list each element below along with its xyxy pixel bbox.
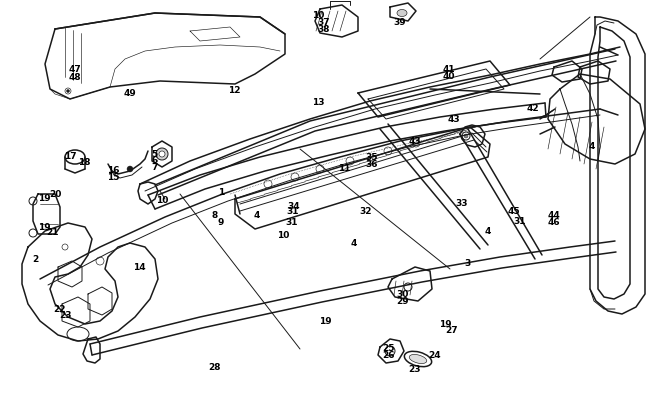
Text: 35: 35 — [365, 153, 378, 162]
Text: 13: 13 — [312, 98, 325, 107]
Text: 43: 43 — [447, 115, 460, 124]
Text: 24: 24 — [428, 350, 441, 359]
Text: 43: 43 — [408, 136, 421, 145]
Circle shape — [29, 198, 37, 205]
Circle shape — [462, 133, 470, 141]
Text: 33: 33 — [455, 198, 468, 207]
Text: 31: 31 — [514, 216, 526, 225]
Text: 7: 7 — [151, 162, 158, 171]
Text: 39: 39 — [393, 18, 406, 27]
Text: 8: 8 — [211, 210, 218, 219]
Ellipse shape — [67, 327, 89, 341]
Text: 49: 49 — [124, 89, 136, 98]
Text: 40: 40 — [442, 72, 455, 81]
Text: 22: 22 — [53, 304, 66, 313]
Text: 41: 41 — [442, 64, 455, 73]
Ellipse shape — [410, 355, 427, 364]
Text: 21: 21 — [46, 227, 58, 236]
Text: 6: 6 — [151, 156, 158, 165]
Text: 9: 9 — [218, 217, 224, 226]
Text: 4: 4 — [484, 226, 491, 235]
Text: 31: 31 — [286, 207, 299, 216]
Circle shape — [264, 181, 272, 189]
Circle shape — [96, 257, 104, 265]
Text: 38: 38 — [317, 25, 330, 34]
Text: 23: 23 — [58, 311, 72, 320]
Circle shape — [66, 90, 70, 93]
Ellipse shape — [404, 352, 432, 367]
Text: 25: 25 — [382, 343, 395, 352]
Circle shape — [384, 148, 392, 156]
Text: 10: 10 — [156, 196, 169, 205]
Circle shape — [159, 151, 165, 158]
Text: 15: 15 — [107, 173, 120, 182]
Text: 17: 17 — [64, 151, 77, 160]
Circle shape — [412, 140, 420, 148]
Circle shape — [346, 158, 354, 166]
Text: 37: 37 — [317, 18, 330, 27]
Text: 45: 45 — [507, 206, 520, 215]
Text: 3: 3 — [465, 259, 471, 268]
Text: 32: 32 — [359, 207, 372, 216]
Ellipse shape — [65, 151, 85, 164]
Text: 42: 42 — [526, 104, 539, 113]
Text: 10: 10 — [312, 11, 325, 20]
Text: 28: 28 — [208, 362, 221, 371]
Circle shape — [316, 166, 324, 174]
Text: 20: 20 — [49, 189, 62, 198]
Text: 19: 19 — [318, 316, 332, 325]
Text: 2: 2 — [32, 255, 39, 264]
Text: 1: 1 — [218, 188, 224, 197]
Circle shape — [29, 230, 37, 237]
Text: 19: 19 — [38, 194, 51, 203]
Text: 34: 34 — [287, 201, 300, 210]
Text: 19: 19 — [439, 320, 452, 328]
Circle shape — [464, 135, 468, 139]
Text: 48: 48 — [68, 72, 81, 81]
Text: 30: 30 — [396, 290, 410, 298]
Text: 23: 23 — [408, 364, 421, 373]
Circle shape — [65, 89, 71, 95]
Text: 29: 29 — [396, 296, 410, 305]
Circle shape — [404, 284, 412, 291]
Text: 19: 19 — [38, 222, 51, 231]
Text: 4: 4 — [254, 210, 260, 219]
Text: 31: 31 — [285, 217, 298, 226]
Text: 10: 10 — [276, 230, 289, 239]
Ellipse shape — [397, 11, 407, 17]
Text: 14: 14 — [133, 263, 146, 272]
Circle shape — [385, 346, 395, 356]
Circle shape — [156, 149, 168, 161]
Text: 26: 26 — [382, 350, 395, 359]
Text: 47: 47 — [68, 65, 81, 74]
Text: 36: 36 — [365, 160, 378, 169]
Text: 18: 18 — [78, 158, 91, 166]
Text: 27: 27 — [445, 326, 458, 335]
Text: 46: 46 — [547, 217, 560, 226]
Text: 4: 4 — [351, 239, 358, 247]
Text: 16: 16 — [107, 166, 120, 175]
Circle shape — [127, 166, 133, 173]
Text: 12: 12 — [227, 85, 240, 94]
Text: 5: 5 — [151, 149, 158, 158]
Circle shape — [291, 174, 299, 181]
Circle shape — [62, 244, 68, 250]
Text: 4: 4 — [588, 141, 595, 150]
Text: 11: 11 — [338, 164, 351, 173]
Text: 44: 44 — [547, 210, 560, 219]
